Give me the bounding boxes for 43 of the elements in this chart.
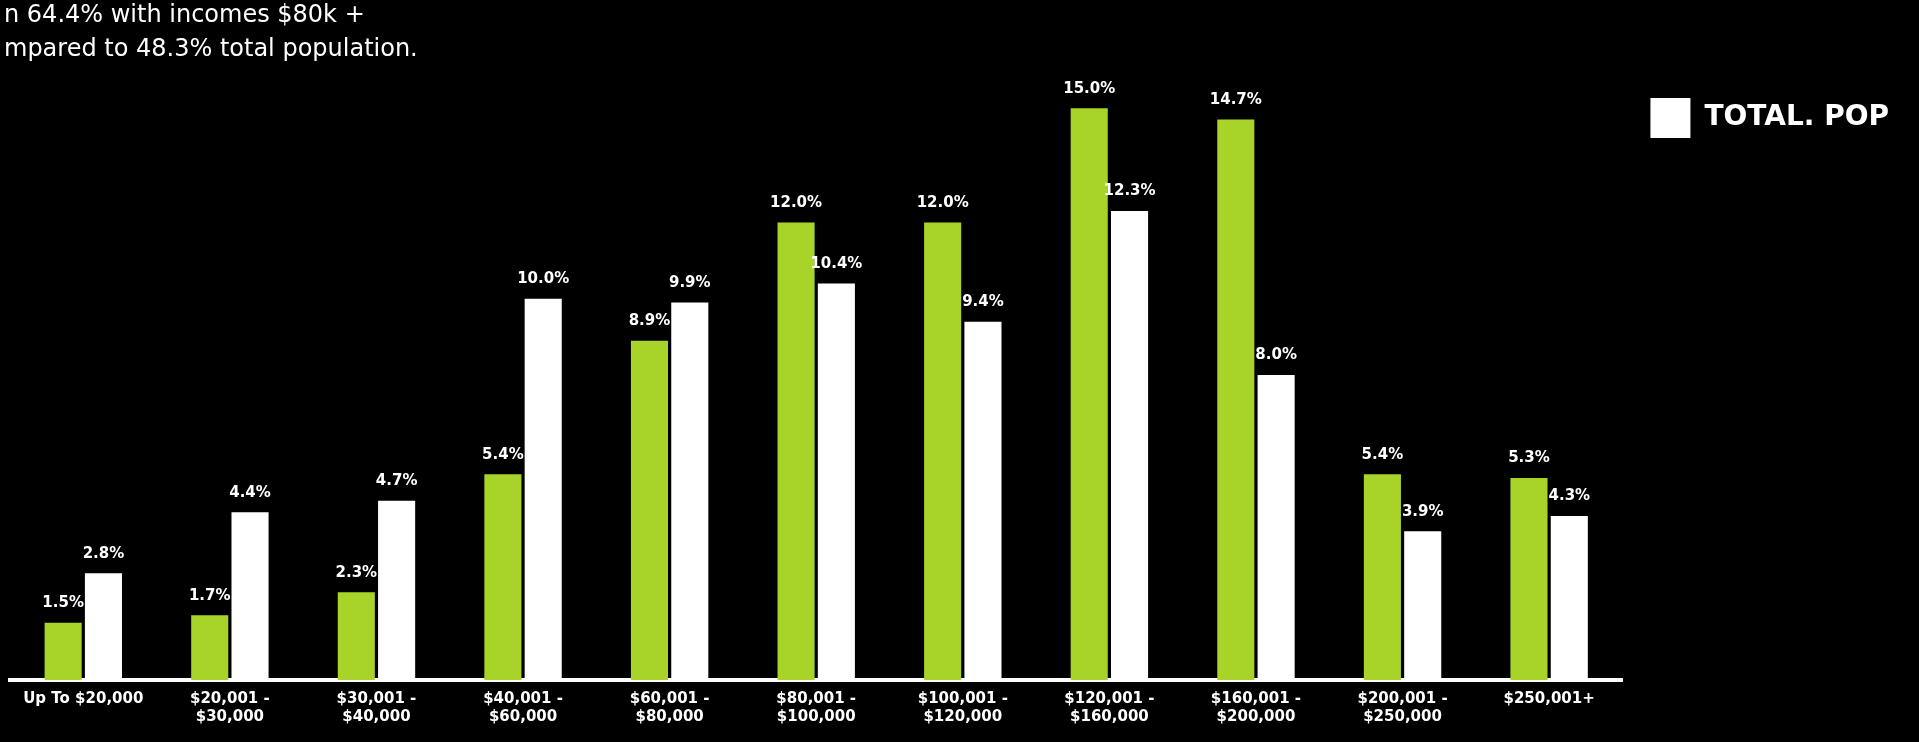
x-tick-label: $250,001+ <box>1503 688 1595 707</box>
x-tick-label: $60,001 - $80,000 <box>629 688 710 725</box>
bar <box>924 222 962 680</box>
data-label: 4.3% <box>1548 486 1591 505</box>
data-label: 1.5% <box>42 593 84 612</box>
bar <box>630 340 669 680</box>
data-label: 8.9% <box>628 311 671 330</box>
data-label: 1.7% <box>188 585 231 604</box>
bar <box>1363 474 1401 680</box>
x-tick-label: $80,001 - $100,000 <box>776 688 857 725</box>
data-label: 5.4% <box>1361 444 1404 463</box>
data-label: 2.3% <box>335 562 378 581</box>
data-label: 14.7% <box>1209 89 1262 108</box>
data-label: 12.0% <box>770 192 823 211</box>
data-label: 10.0% <box>517 269 570 288</box>
data-label: 12.0% <box>916 192 969 211</box>
x-tick-label: $120,001 - $160,000 <box>1064 688 1155 725</box>
data-label: 5.3% <box>1508 448 1550 467</box>
bar <box>1217 119 1255 680</box>
x-tick-label: $100,001 - $120,000 <box>917 688 1008 725</box>
x-tick-label: $30,001 - $40,000 <box>336 688 417 725</box>
text: mpared to 48.3% total population. <box>4 34 418 63</box>
bar <box>191 615 229 680</box>
data-label: 15.0% <box>1063 78 1116 97</box>
data-label: 2.8% <box>82 543 125 562</box>
data-label: 4.4% <box>229 482 271 501</box>
data-label: 9.4% <box>962 292 1004 311</box>
bar <box>484 474 522 680</box>
data-label: 3.9% <box>1401 501 1444 520</box>
bar <box>337 592 375 680</box>
data-label: 4.7% <box>375 471 418 490</box>
bar <box>44 622 82 680</box>
data-label: 9.9% <box>668 272 711 291</box>
x-tick-label: $20,001 - $30,000 <box>189 688 270 725</box>
x-tick-label: $40,001 - $60,000 <box>483 688 563 725</box>
x-tick-label: $200,001 - $250,000 <box>1357 688 1448 725</box>
data-label: 5.4% <box>482 444 524 463</box>
data-label: 8.0% <box>1255 345 1297 364</box>
bar <box>1510 477 1548 680</box>
legend-label: TOTAL. POP <box>1704 99 1890 133</box>
x-tick-label: Up To $20,000 <box>23 688 144 707</box>
x-tick-label: $160,001 - $200,000 <box>1210 688 1302 725</box>
text: n 64.4% with incomes $80k + <box>4 0 365 29</box>
